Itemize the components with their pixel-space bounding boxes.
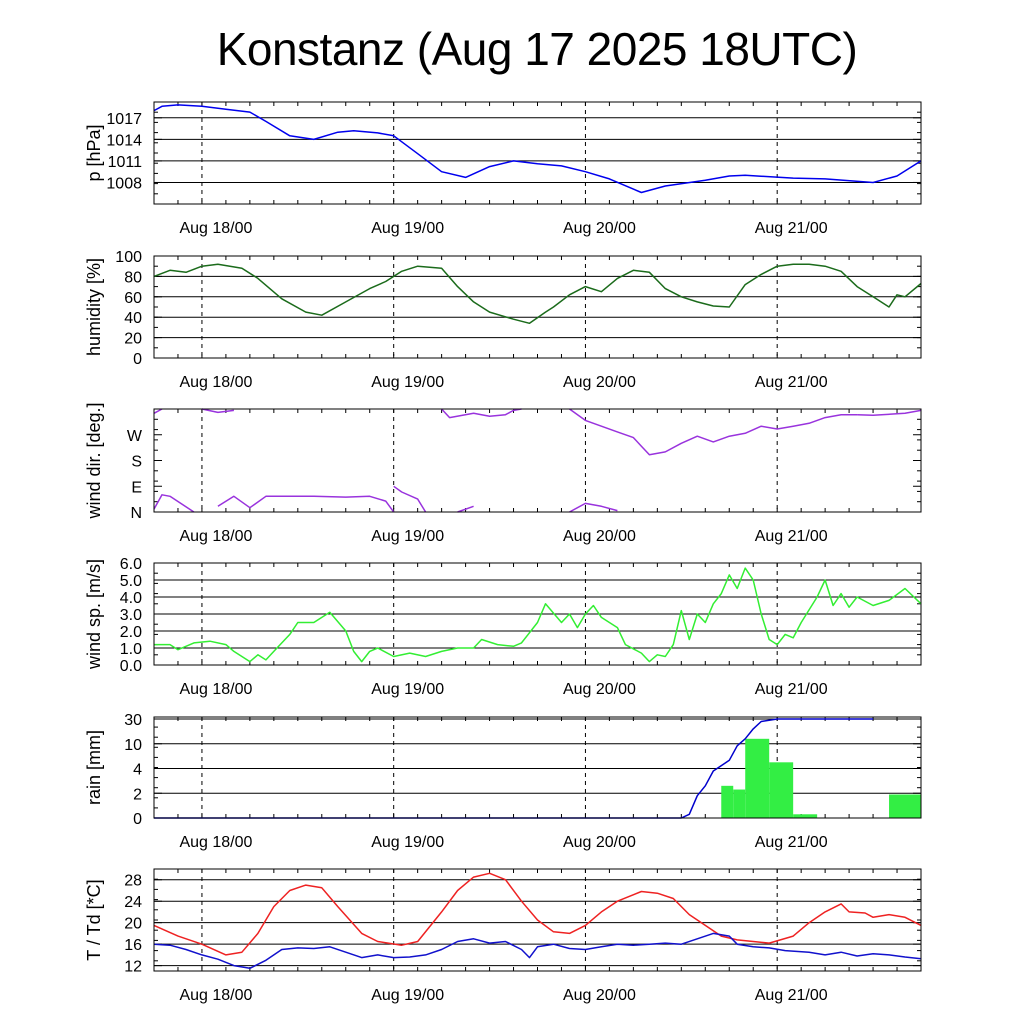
humidity-line [153,263,922,325]
x-tick-label: Aug 18/00 [179,834,252,851]
y-axis-label: p [hPa] [84,124,104,181]
x-tick-label: Aug 21/00 [755,834,828,851]
x-tick-label: Aug 19/00 [371,987,444,1004]
wind-direction-line [569,408,858,456]
rain-bar [793,814,818,818]
y-axis-label: wind dir. [deg.] [84,402,104,519]
y-tick-label: 4.0 [120,590,142,607]
y-tick-label: 24 [124,894,142,911]
dewpoint-line [153,932,922,970]
y-tick-label: 10 [124,737,142,754]
y-tick-label: 1008 [106,175,142,192]
y-axis-label: rain [mm] [84,730,104,805]
wind-direction-line [857,409,922,417]
x-tick-label: Aug 18/00 [179,220,252,237]
x-tick-label: Aug 21/00 [755,528,828,545]
y-tick-label: 60 [124,290,142,307]
rain-bar [889,794,921,818]
x-tick-label: Aug 19/00 [371,528,444,545]
x-tick-label: Aug 19/00 [371,220,444,237]
x-tick-label: Aug 20/00 [563,834,636,851]
temperature-line [153,872,922,956]
x-tick-label: Aug 20/00 [563,681,636,698]
x-tick-label: Aug 21/00 [755,681,828,698]
plot-frame [153,562,922,666]
y-tick-label: 40 [124,310,142,327]
y-tick-label: 20 [124,331,142,348]
x-tick-label: Aug 20/00 [563,374,636,391]
wind-direction-line [393,485,427,513]
y-tick-label: 2 [133,786,142,803]
x-tick-label: Aug 20/00 [563,528,636,545]
x-tick-label: Aug 20/00 [563,220,636,237]
y-tick-label: 100 [115,249,142,266]
wind-direction-line [441,408,522,419]
y-tick-label: 1017 [106,111,142,128]
y-axis-label: T / Td [*C] [84,879,104,960]
rain-bar [721,785,734,818]
rain-bar [769,762,794,818]
x-tick-label: Aug 19/00 [371,374,444,391]
y-tick-label: S [131,454,142,471]
wind-direction-line [153,408,163,414]
wind-direction-line [217,495,395,513]
y-tick-label: 5.0 [120,573,142,590]
x-tick-label: Aug 19/00 [371,834,444,851]
page-title: Konstanz (Aug 17 2025 18UTC) [216,23,858,75]
y-tick-label: 6.0 [120,556,142,573]
wind-direction-line [201,408,234,414]
rain-cumulative-line [154,718,874,819]
y-tick-label: 3.0 [120,607,142,624]
y-tick-label: 0 [133,351,142,368]
plot-frame [153,408,922,513]
wind-direction-line [569,502,618,513]
rain-panel: 0 2 4 10 30 Aug 18/00 Aug 19/00 Aug 20/00 Aug 21… [84,712,922,851]
y-tick-label: 12 [124,959,142,976]
y-tick-label: 28 [124,873,142,890]
wind-direction-line [457,505,474,513]
x-tick-label: Aug 21/00 [755,374,828,391]
temperature-panel: 12 16 20 24 28 Aug 18/00 Aug 19/00 Aug 20/00 Aug… [84,868,922,1004]
x-tick-label: Aug 18/00 [179,528,252,545]
y-tick-label: 20 [124,916,142,933]
plot-frame [153,716,922,819]
x-tick-label: Aug 18/00 [179,681,252,698]
y-tick-label: 4 [133,762,142,779]
y-tick-label: 2.0 [120,624,142,641]
plot-frame [153,868,922,972]
plot-frame [153,255,922,359]
wind-speed-panel: 0.01.02.03.04.05.06.0 Aug 18/00 Aug 19/00 A… [84,556,922,698]
y-axis-label: humidity [%] [84,258,104,356]
y-tick-label: 30 [124,712,142,729]
y-tick-label: E [131,479,142,496]
y-tick-label: 80 [124,269,142,286]
x-tick-label: Aug 20/00 [563,987,636,1004]
x-tick-label: Aug 18/00 [179,374,252,391]
plot-frame [153,101,922,205]
humidity-panel: 0 20 40 60 80 100 Aug 18/00 Aug 19/00 Aug 20/00 A… [84,249,922,391]
y-axis-label: wind sp. [m/s] [84,559,104,670]
rain-bar [745,738,770,818]
y-tick-label: N [130,505,142,522]
rain-bar [733,789,746,818]
x-tick-label: Aug 21/00 [755,987,828,1004]
wind-speed-line [154,567,922,663]
x-tick-label: Aug 21/00 [755,220,828,237]
x-tick-label: Aug 18/00 [179,987,252,1004]
y-tick-label: 1.0 [120,641,142,658]
y-tick-label: 0.0 [120,658,142,675]
pressure-line [153,104,922,194]
y-tick-label: 16 [124,937,142,954]
y-tick-label: W [127,428,143,445]
y-tick-label: 1014 [106,132,142,149]
x-tick-label: Aug 19/00 [371,681,444,698]
wind-direction-line [153,494,195,513]
y-tick-label: 0 [133,811,142,828]
y-tick-label: 1011 [108,154,143,171]
pressure-panel: 1017 1014 1011 1008 Aug 18/00 Aug 19/00 Aug 20… [84,101,922,237]
